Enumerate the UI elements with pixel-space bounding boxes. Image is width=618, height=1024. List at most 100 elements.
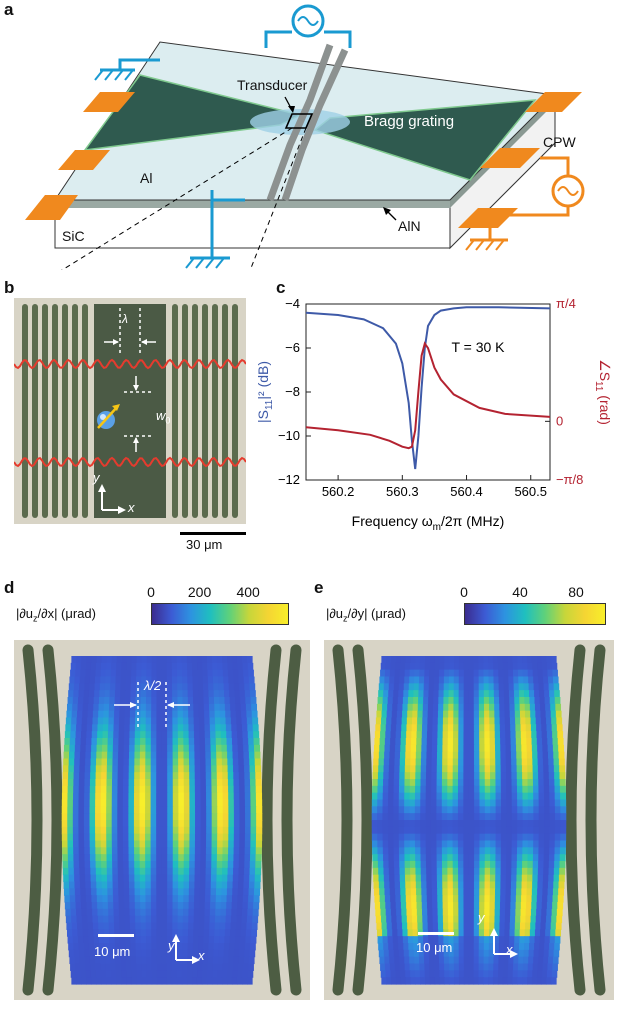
heatmap-cell	[428, 697, 434, 705]
heatmap-cell	[196, 656, 203, 664]
heatmap-cell	[239, 785, 246, 794]
heatmap-cell	[521, 738, 527, 746]
heatmap-cell	[228, 785, 235, 794]
heatmap-cell	[244, 949, 251, 958]
heatmap-cell	[150, 765, 157, 773]
heatmap-cell	[547, 881, 554, 889]
heatmap-cell	[448, 956, 455, 965]
heatmap-cell	[506, 826, 513, 835]
heatmap-cell	[441, 833, 448, 842]
heatmap-cell	[548, 874, 555, 883]
heatmap-cell	[172, 792, 179, 801]
heatmap-cell	[161, 949, 168, 958]
heatmap-cell	[513, 690, 520, 698]
heatmap-cell	[199, 902, 206, 910]
heatmap-cell	[145, 710, 152, 719]
heatmap-cell	[244, 806, 252, 814]
heatmap-cell	[116, 970, 122, 978]
heatmap-cell	[411, 738, 417, 746]
heatmap-cell	[66, 710, 73, 719]
heatmap-cell	[479, 895, 486, 903]
heatmap-cell	[95, 854, 102, 862]
heatmap-cell	[92, 908, 99, 917]
heatmap-cell	[554, 792, 561, 801]
heatmap-cell	[115, 956, 122, 965]
heatmap-cell	[417, 922, 424, 930]
heatmap-cell	[124, 922, 131, 930]
e-scalebar-label: 10 μm	[416, 940, 453, 955]
heatmap-cell	[229, 943, 236, 951]
heatmap-cell	[474, 854, 481, 862]
heatmap-cell	[474, 820, 481, 828]
heatmap-cell	[135, 949, 142, 958]
heatmap-cell	[76, 724, 83, 732]
heatmap-cell	[213, 949, 220, 958]
heatmap-cell	[145, 820, 152, 828]
heatmap-cell	[193, 929, 200, 937]
heatmap-cell	[167, 772, 174, 780]
heatmap-cell	[473, 703, 480, 712]
heatmap-cell	[495, 765, 502, 773]
heatmap-cell	[112, 861, 119, 869]
heatmap-cell	[183, 785, 190, 794]
heatmap-cell	[380, 970, 387, 978]
heatmap-cell	[89, 820, 96, 828]
heatmap-cell	[189, 758, 196, 766]
y-left-tick-label: −10	[278, 428, 300, 443]
heatmap-cell	[71, 710, 78, 719]
heatmap-cell	[423, 683, 430, 691]
heatmap-cell	[410, 867, 417, 876]
heatmap-cell	[490, 772, 496, 780]
heatmap-cell	[527, 765, 534, 773]
heatmap-cell	[458, 929, 465, 937]
heatmap-cell	[549, 690, 555, 698]
heatmap-cell	[187, 669, 193, 678]
heatmap-cell	[111, 833, 118, 842]
heatmap-cell	[494, 915, 501, 924]
heatmap-cell	[498, 943, 505, 951]
heatmap-cell	[161, 902, 168, 910]
heatmap-cell	[483, 669, 489, 678]
heatmap-cell	[74, 676, 81, 684]
heatmap-cell	[103, 915, 110, 924]
heatmap-cell	[372, 867, 379, 876]
heatmap-cell	[433, 683, 440, 691]
grating-finger-right	[192, 304, 198, 518]
heatmap-cell	[140, 943, 147, 951]
heatmap-cell	[99, 683, 106, 691]
heatmap-cell	[226, 895, 233, 903]
heatmap-cell	[95, 662, 102, 671]
heatmap-cell	[442, 861, 448, 869]
heatmap-cell	[402, 922, 408, 930]
heatmap-cell	[516, 854, 523, 862]
heatmap-cell	[230, 703, 236, 712]
heatmap-cell	[479, 854, 486, 862]
heatmap-cell	[511, 874, 518, 883]
heatmap-cell	[390, 724, 397, 732]
heatmap-cell	[416, 738, 423, 746]
heatmap-cell	[407, 929, 414, 937]
heatmap-cell	[156, 710, 163, 719]
heatmap-cell	[118, 881, 125, 889]
heatmap-cell	[404, 813, 411, 821]
heatmap-cell	[436, 854, 443, 862]
heatmap-cell	[106, 772, 113, 780]
heatmap-cell	[161, 785, 168, 794]
heatmap-cell	[232, 669, 239, 678]
heatmap-cell	[468, 936, 475, 944]
heatmap-cell	[130, 690, 137, 698]
x-tick-label: 560.4	[450, 484, 483, 499]
heatmap-cell	[188, 922, 195, 930]
heatmap-cell	[458, 956, 465, 965]
heatmap-cell	[255, 854, 262, 862]
heatmap-cell	[141, 683, 147, 691]
heatmap-cell	[161, 669, 168, 678]
heatmap-cell	[463, 902, 470, 910]
heatmap-cell	[500, 785, 507, 794]
heatmap-cell	[552, 895, 559, 903]
heatmap-cell	[133, 799, 141, 807]
heatmap-cell	[211, 840, 218, 848]
heatmap-cell	[114, 690, 121, 698]
heatmap-cell	[463, 662, 470, 671]
heatmap-cell	[493, 963, 499, 971]
